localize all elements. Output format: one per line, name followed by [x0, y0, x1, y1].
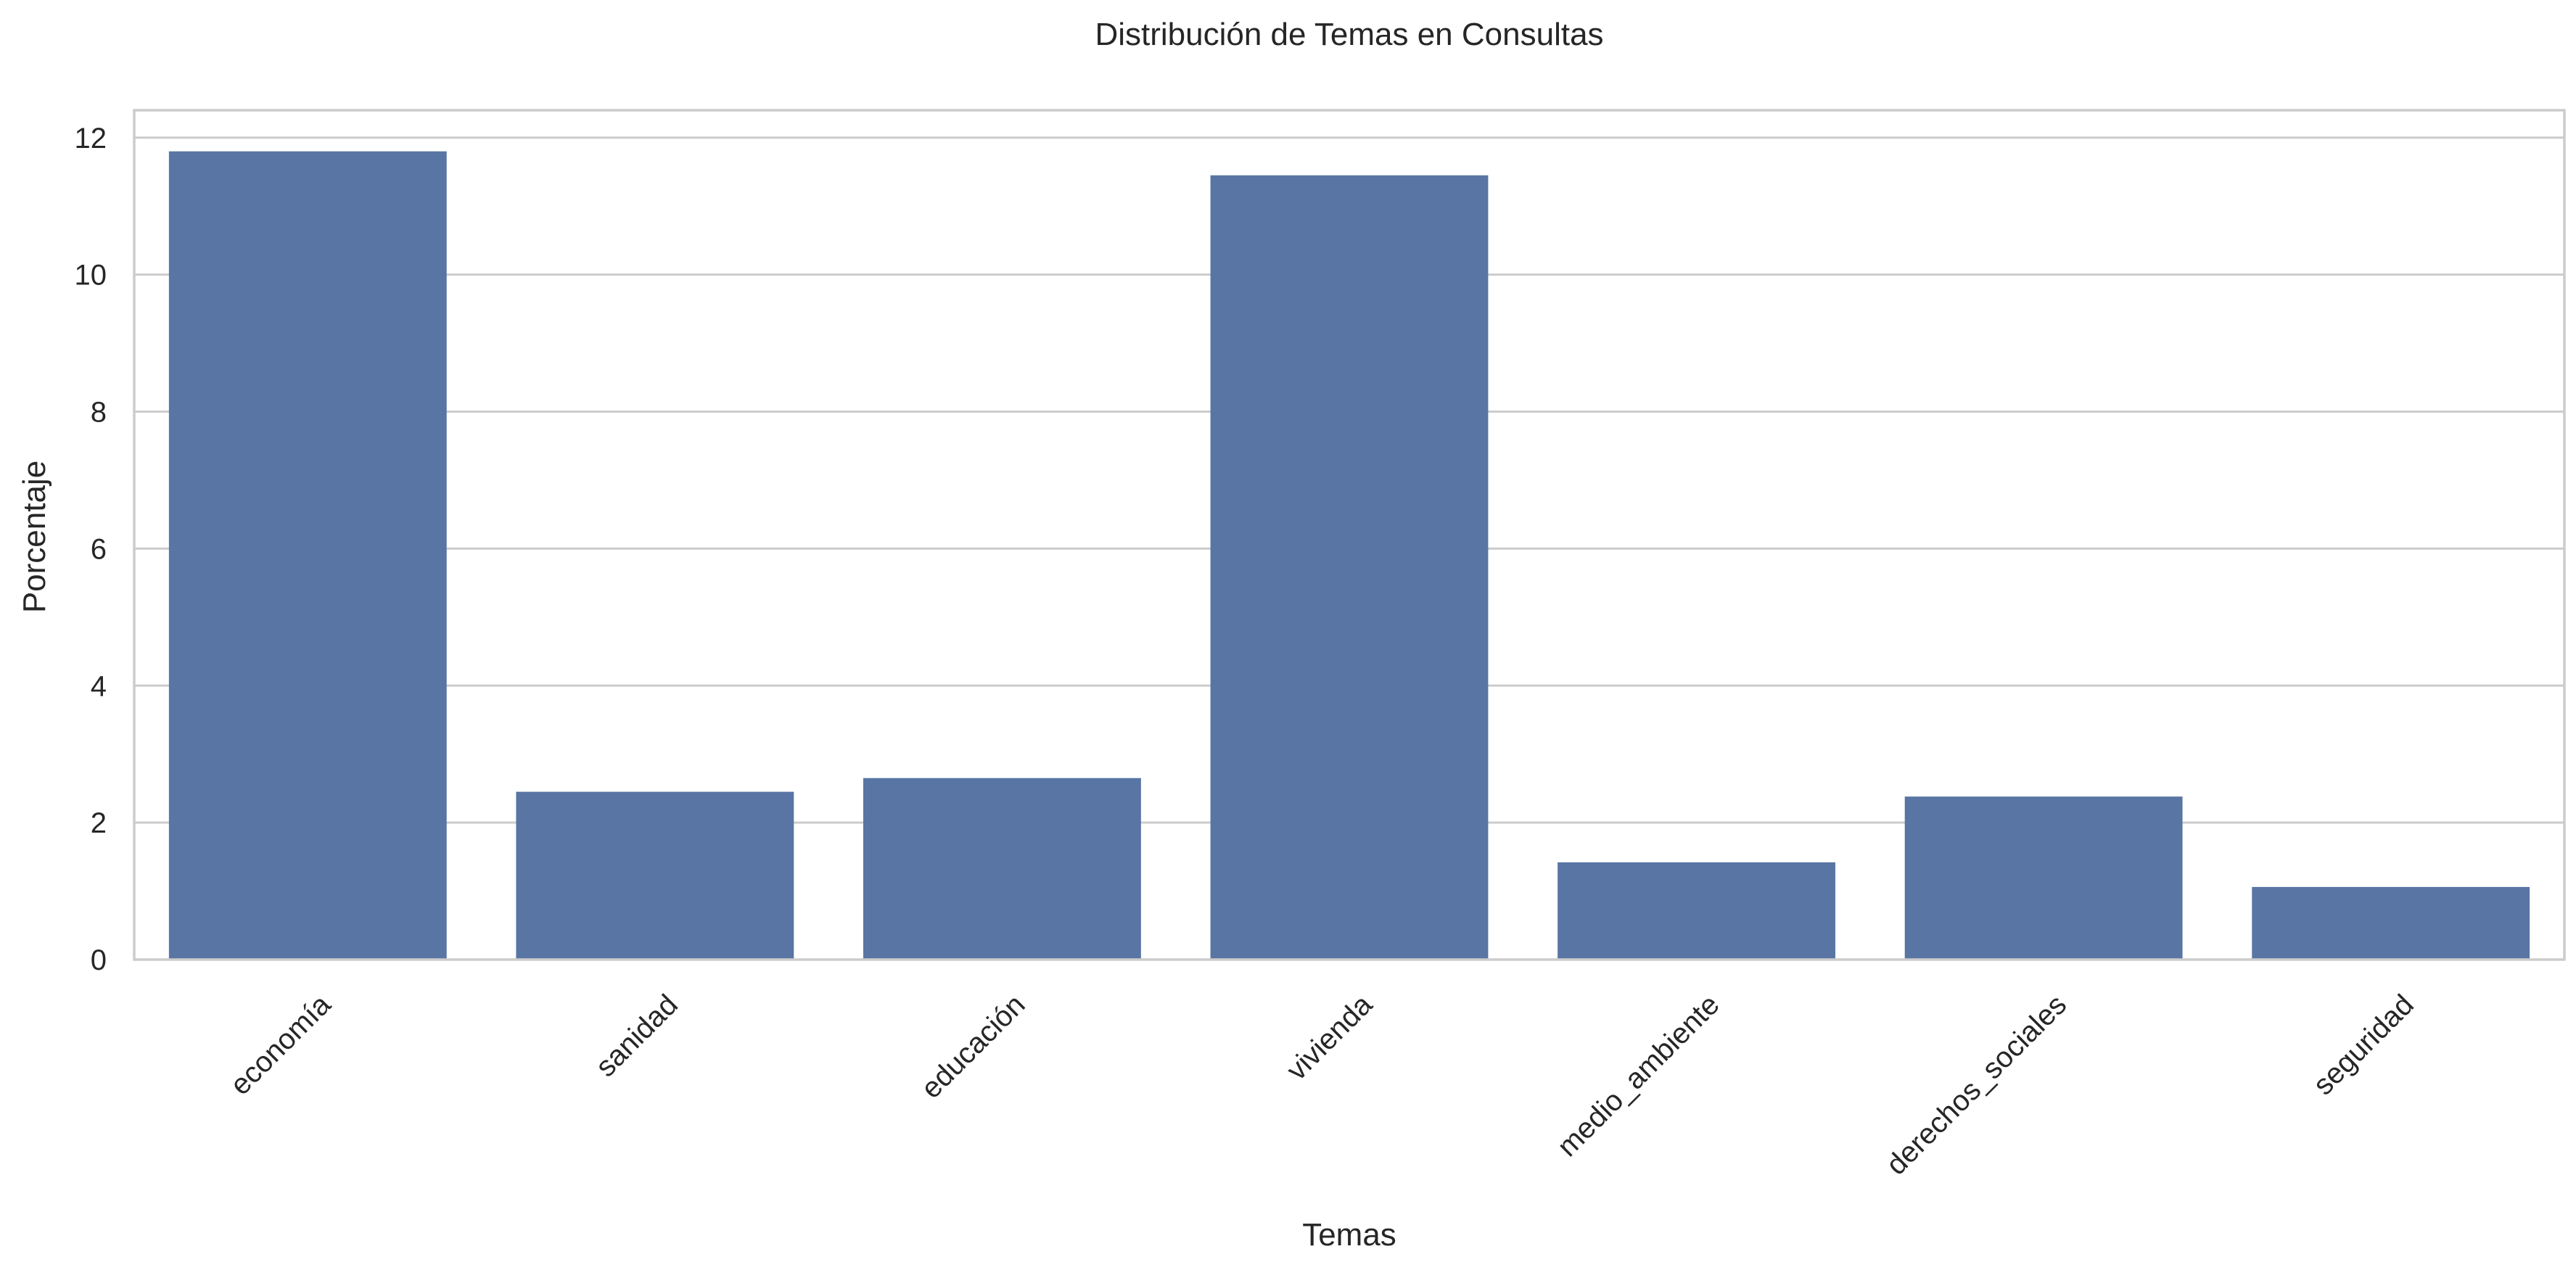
- y-tick-label: 10: [75, 260, 107, 292]
- bars: [168, 151, 2530, 960]
- y-tick-label: 4: [91, 670, 107, 702]
- x-tick-label: economía: [224, 989, 337, 1102]
- bar-economía: [168, 151, 447, 960]
- bar-educación: [863, 778, 1141, 960]
- y-axis-label: Porcentaje: [17, 461, 52, 613]
- x-tick-label: educación: [915, 989, 1032, 1105]
- x-tick-label: derechos_sociales: [1880, 989, 2073, 1181]
- y-tick-label: 0: [91, 944, 107, 976]
- x-tick-label: vivienda: [1280, 989, 1378, 1086]
- bar-medio_ambiente: [1557, 862, 1835, 960]
- bar-vivienda: [1210, 175, 1489, 960]
- bar-sanidad: [516, 791, 794, 960]
- x-tick-label: sanidad: [590, 989, 684, 1083]
- y-tick-label: 8: [91, 397, 107, 429]
- bar-derechos_sociales: [1904, 796, 2183, 960]
- y-tick-label: 2: [91, 807, 107, 839]
- chart-title: Distribución de Temas en Consultas: [1095, 17, 1603, 52]
- y-tick-label: 6: [91, 533, 107, 565]
- plot-frame: [133, 109, 2566, 961]
- x-tick-labels: economía sanidad educación vivienda medio_am…: [224, 989, 2420, 1182]
- x-tick-label: medio_ambiente: [1551, 989, 1725, 1163]
- y-tick-labels: 0 2 4 6 8 10 12: [75, 123, 107, 976]
- x-axis-label: Temas: [1302, 1217, 1396, 1253]
- x-tick-label: seguridad: [2308, 989, 2420, 1101]
- bar-seguridad: [2252, 886, 2530, 960]
- y-tick-label: 12: [75, 123, 107, 154]
